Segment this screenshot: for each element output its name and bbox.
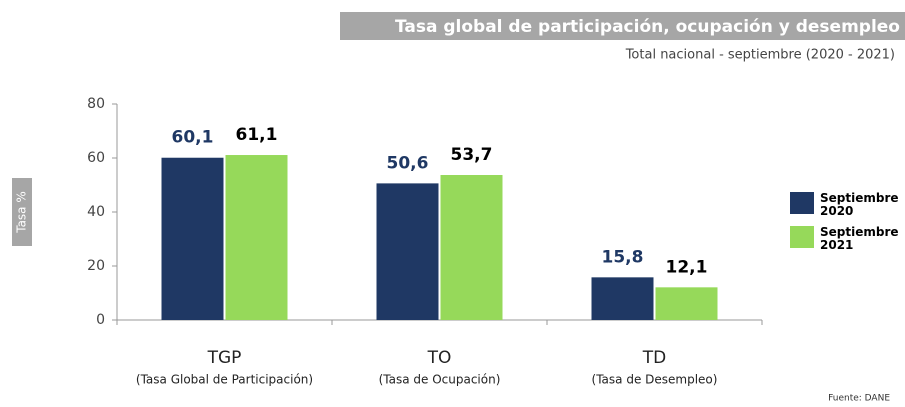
x-tick-description: (Tasa de Ocupación) [379,373,501,387]
bar [591,277,654,320]
x-tick-label: TD [642,348,666,368]
legend: Septiembre 2020 Septiembre 2021 [790,192,905,260]
legend-swatch [790,226,814,248]
value-label: 12,1 [666,257,708,277]
value-label: 61,1 [236,125,278,145]
legend-item: Septiembre 2021 [790,226,905,252]
value-label: 50,6 [387,153,429,173]
bar [161,157,224,320]
bar [655,287,718,320]
value-label: 15,8 [602,247,644,267]
x-tick-label: TO [427,348,452,368]
x-tick-label: TGP [207,348,242,368]
y-label-box [12,178,32,246]
legend-swatch [790,192,814,214]
source: Fuente: DANE [828,394,890,404]
chart-subtitle: Total nacional - septiembre (2020 - 2021… [625,48,895,63]
y-tick-label: 40 [87,204,105,220]
legend-item: Septiembre 2020 [790,192,905,218]
bar [440,175,503,320]
legend-label: Septiembre 2021 [820,225,899,252]
x-tick-description: (Tasa de Desempleo) [592,373,718,387]
value-label: 53,7 [451,145,493,165]
title-box [340,12,905,40]
bar [225,155,288,320]
y-tick-label: 0 [96,312,105,328]
y-tick-label: 80 [87,96,105,112]
chart-title: Tasa global de participación, ocupación … [395,17,900,37]
x-tick-description: (Tasa Global de Participación) [136,373,313,387]
value-label: 60,1 [172,128,214,148]
y-tick-label: 60 [87,150,105,166]
y-tick-label: 20 [87,258,105,274]
bar [376,183,439,320]
legend-label: Septiembre 2020 [820,191,899,218]
y-axis-label: Tasa % [15,191,29,234]
